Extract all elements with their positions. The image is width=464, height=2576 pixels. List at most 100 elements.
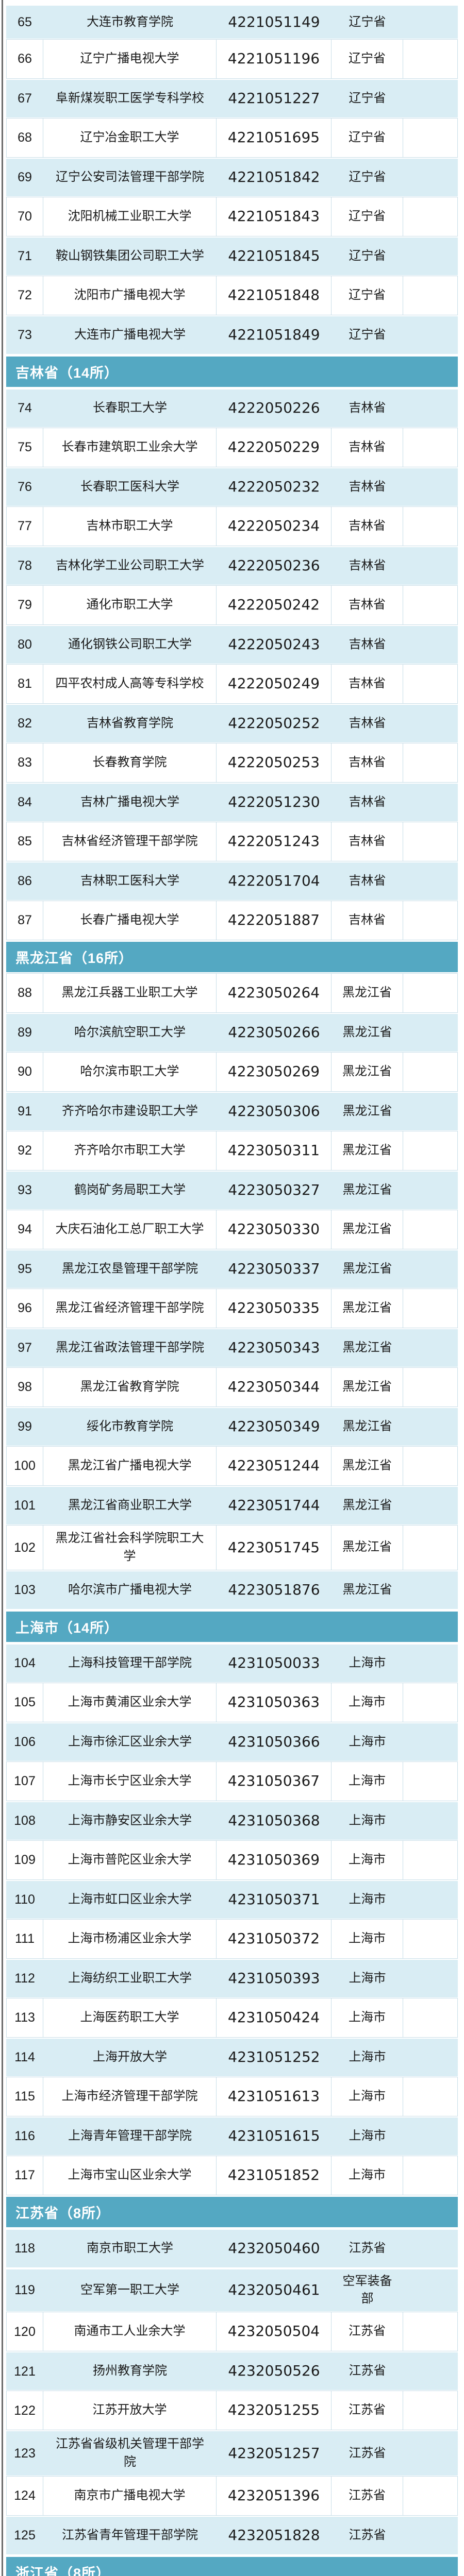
institution-name-cell: 吉林广播电视大学 — [80, 795, 179, 809]
row-index-cell: 97 — [18, 1341, 32, 1355]
empty-cell — [403, 159, 458, 196]
institution-name-cell: 齐齐哈尔市职工大学 — [43, 1131, 217, 1171]
table-row: 99 绥化市教育学院 4223050349 黑龙江省 — [6, 1407, 458, 1447]
table-row: 106 上海市徐汇区业余大学 4231050366 上海市 — [6, 1722, 458, 1762]
institution-name-cell: 上海市徐汇区业余大学 — [68, 1734, 192, 1749]
table-row: 71 鞍山钢铁集团公司职工大学 4221051845 辽宁省 — [6, 236, 458, 276]
empty-cell — [403, 1761, 458, 1801]
institution-code-cell: 4231051615 — [228, 2127, 320, 2144]
region-cell: 吉林省 — [349, 558, 386, 573]
row-index-cell: 91 — [18, 1104, 32, 1119]
empty-cell — [403, 1329, 458, 1367]
institution-code-cell: 4223050344 — [217, 1367, 332, 1407]
institution-code-cell: 4221051845 — [228, 247, 320, 265]
row-index-cell: 88 — [6, 973, 43, 1013]
row-index-cell: 84 — [18, 795, 32, 810]
row-index-cell: 122 — [6, 2391, 43, 2431]
empty-cell — [403, 1210, 458, 1249]
row-index-cell: 110 — [14, 1892, 35, 1907]
institution-code-cell: 4222050236 — [228, 557, 320, 574]
institution-name-cell: 黑龙江省社会科学院职工大学 — [43, 1525, 217, 1570]
row-index-cell: 103 — [14, 1582, 36, 1597]
institution-code-cell: 4232050504 — [217, 2312, 332, 2352]
institution-name-cell: 黑龙江省商业职工大学 — [68, 1498, 192, 1513]
empty-cell — [403, 1289, 458, 1328]
institution-code-cell: 4223050264 — [217, 973, 332, 1013]
empty-cell — [403, 118, 458, 158]
empty-cell — [403, 2517, 458, 2554]
region-cell: 上海市 — [332, 2155, 403, 2195]
table-row: 78 吉林化学工业公司职工大学 4222050236 吉林省 — [6, 546, 458, 586]
row-index-cell: 95 — [18, 1262, 32, 1277]
empty-cell — [403, 901, 458, 940]
table-row: 123 江苏省省级机关管理干部学院 4232051257 江苏省 — [6, 2430, 458, 2477]
region-cell: 上海市 — [349, 1734, 386, 1749]
table-row: 73 大连市广播电视大学 4221051849 辽宁省 — [6, 315, 458, 355]
empty-cell — [403, 2039, 458, 2076]
table-row: 118 南京市职工大学 4232050460 江苏省 — [6, 2228, 458, 2268]
table-row: 102 黑龙江省社会科学院职工大学 4223051745 黑龙江省 — [6, 1525, 458, 1570]
empty-cell — [403, 1645, 458, 1682]
empty-cell — [403, 1131, 458, 1171]
institution-name-cell: 上海开放大学 — [93, 2049, 167, 2064]
region-cell: 辽宁省 — [349, 328, 386, 342]
table-row: 108 上海市静安区业余大学 4231050368 上海市 — [6, 1801, 458, 1841]
row-index-cell: 70 — [6, 197, 43, 236]
region-cell: 上海市 — [332, 1919, 403, 1959]
row-index-cell: 82 — [18, 716, 32, 731]
institution-code-cell: 4231051252 — [228, 2048, 320, 2065]
row-index-cell: 99 — [18, 1419, 32, 1434]
region-cell: 上海市 — [332, 1840, 403, 1880]
table-row: 74 长春职工大学 4222050226 吉林省 — [6, 388, 458, 428]
region-cell: 上海市 — [349, 1892, 386, 1906]
institution-name-cell: 哈尔滨市职工大学 — [43, 1052, 217, 1092]
row-index-cell: 125 — [14, 2528, 36, 2543]
region-cell: 黑龙江省 — [332, 1367, 403, 1407]
institution-name-cell: 长春市建筑职工业余大学 — [43, 428, 217, 467]
row-index-cell: 92 — [6, 1131, 43, 1171]
institution-name-cell: 黑龙江省教育学院 — [43, 1367, 217, 1407]
institution-code-cell: 4231051852 — [217, 2155, 332, 2195]
institution-name-cell: 江苏省省级机关管理干部学院 — [56, 2437, 204, 2469]
table-row: 90 哈尔滨市职工大学 4223050269 黑龙江省 — [6, 1052, 458, 1092]
row-index-cell: 102 — [6, 1525, 43, 1570]
row-index-cell: 107 — [6, 1761, 43, 1801]
section-header: 黑龙江省（16所） — [6, 940, 458, 974]
empty-cell — [403, 316, 458, 354]
row-index-cell: 67 — [18, 91, 32, 106]
institution-name-cell: 吉林省经济管理干部学院 — [43, 822, 217, 861]
institution-name-cell: 长春职工大学 — [93, 401, 167, 415]
institution-name-cell: 大庆石油化工总厂职工大学 — [43, 1210, 217, 1249]
institution-name-cell: 大连市教育学院 — [87, 14, 173, 29]
row-index-cell: 86 — [18, 874, 32, 889]
table-row: 107 上海市长宁区业余大学 4231050367 上海市 — [6, 1761, 458, 1801]
institution-code-cell: 4222050253 — [217, 743, 332, 783]
row-index-cell: 98 — [6, 1367, 43, 1407]
region-cell: 黑龙江省 — [332, 1289, 403, 1328]
region-cell: 黑龙江省 — [332, 1210, 403, 1249]
row-index-cell: 93 — [18, 1183, 32, 1198]
empty-cell — [403, 2230, 458, 2267]
empty-cell — [403, 1802, 458, 1840]
institution-name-cell: 黑龙江农垦管理干部学院 — [62, 1262, 198, 1276]
institution-code-cell: 4231051613 — [217, 2076, 332, 2116]
institution-code-cell: 4221051849 — [228, 326, 320, 344]
row-index-cell: 113 — [6, 1997, 43, 2038]
institution-name-cell: 江苏开放大学 — [43, 2391, 217, 2431]
region-cell: 黑龙江省 — [332, 1525, 403, 1570]
empty-cell — [403, 1093, 458, 1130]
institution-name-cell: 长春教育学院 — [43, 743, 217, 783]
institution-code-cell: 4223050335 — [217, 1289, 332, 1328]
institution-code-cell: 4231050367 — [217, 1761, 332, 1801]
institution-name-cell: 四平农村成人高等专科学校 — [43, 664, 217, 704]
row-index-cell: 76 — [18, 480, 32, 495]
region-cell: 辽宁省 — [349, 170, 386, 184]
region-cell: 吉林省 — [332, 743, 403, 783]
table-row: 125 江苏省青年管理干部学院 4232051828 江苏省 — [6, 2515, 458, 2555]
table-row: 120 南通市工人业余大学 4232050504 江苏省 — [6, 2312, 458, 2352]
empty-cell — [403, 1919, 458, 1959]
row-index-cell: 123 — [14, 2446, 36, 2461]
section-header: 吉林省（14所） — [6, 355, 458, 388]
institution-code-cell: 4232051396 — [217, 2476, 332, 2516]
institution-code-cell: 4223051744 — [228, 1497, 320, 1514]
